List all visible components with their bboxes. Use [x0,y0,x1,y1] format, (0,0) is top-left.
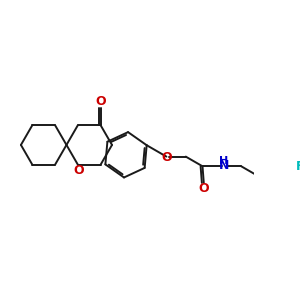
Text: O: O [199,182,209,195]
Text: F: F [296,160,300,173]
Text: O: O [162,152,172,164]
Text: N: N [219,158,229,172]
Text: O: O [95,95,106,109]
Text: O: O [74,164,84,178]
Text: H: H [219,156,229,166]
